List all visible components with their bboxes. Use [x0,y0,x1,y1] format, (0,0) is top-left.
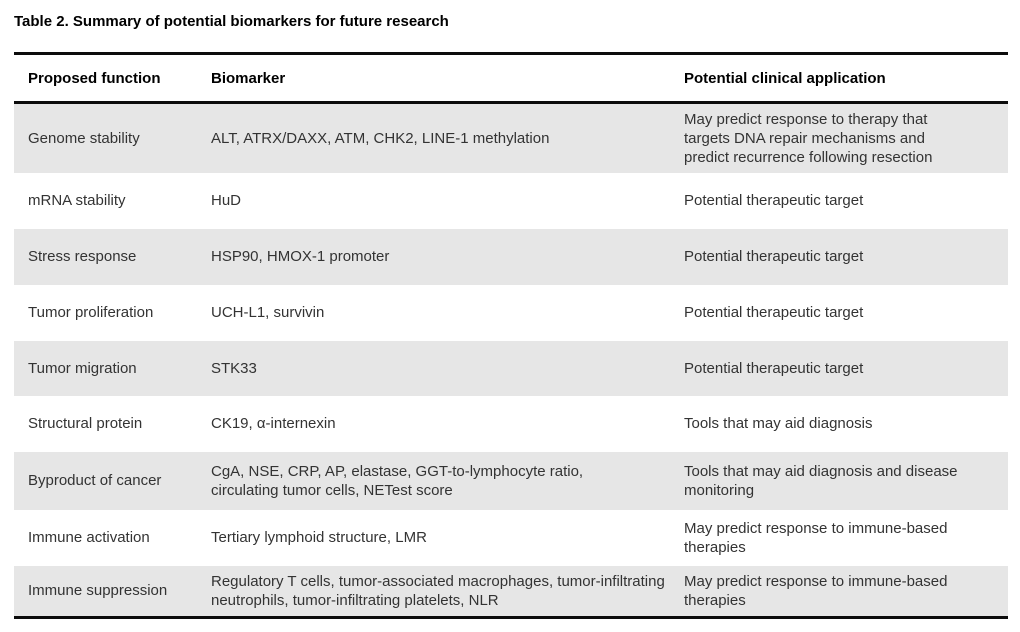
application-cell: Potential therapeutic target [684,248,864,265]
document-page: Table 2. Summary of potential biomarkers… [14,13,1008,619]
function-cell: Structural protein [28,415,143,432]
function-cell: Tumor proliferation [28,304,154,321]
biomarker-cell: CgA, NSE, CRP, AP, elastase, GGT-to-lymp… [211,462,584,499]
table-row-immune-activation: Immune activation Tertiary lymphoid stru… [14,509,1008,566]
table-row-tumor-proliferation: Tumor proliferation UCH-L1, survivin Pot… [14,284,1008,341]
function-cell: Tumor migration [28,359,137,377]
biomarker-cell: STK33 [211,359,257,377]
table-row-mrna-stability: mRNA stability HuD Potential therapeutic… [14,172,1008,229]
table-row-tumor-migration: Tumor migration STK33 Potential therapeu… [14,340,1008,396]
biomarker-cell: HuD [211,192,242,209]
function-cell: Stress response [28,248,137,265]
application-cell: Tools that may aid diagnosis [684,415,873,432]
header-row: Proposed function Biomarker Potential cl… [14,53,1008,104]
biomarker-cell: ALT, ATRX/DAXX, ATM, CHK2, LINE-1 methyl… [211,129,550,147]
application-cell: May predict response to immune-based the… [684,572,948,609]
application-cell: Potential therapeutic target [684,304,864,321]
function-cell: Immune activation [28,529,150,546]
application-cell: May predict response to immune-based the… [684,519,948,556]
col-header-biomarker: Biomarker [211,53,684,104]
col-header-potential-clinical-application: Potential clinical application [684,53,1008,104]
biomarker-cell: Regulatory T cells, tumor-associated mac… [211,572,665,609]
table-row-byproduct-of-cancer: Byproduct of cancer CgA, NSE, CRP, AP, e… [14,451,1008,510]
function-cell: Byproduct of cancer [28,472,162,489]
application-cell: Potential therapeutic target [684,192,864,209]
application-cell: Potential therapeutic target [684,359,864,377]
application-cell: May predict response to therapy that tar… [684,110,933,166]
table-row-stress-response: Stress response HSP90, HMOX-1 promoter P… [14,228,1008,285]
table-row-structural-protein: Structural protein CK19, α-internexin To… [14,395,1008,452]
biomarker-cell: Tertiary lymphoid structure, LMR [211,529,427,546]
function-cell: Genome stability [28,129,140,147]
biomarker-cell: CK19, α-internexin [211,415,336,432]
table-caption: Table 2. Summary of potential biomarkers… [14,13,449,30]
col-header-proposed-function: Proposed function [14,53,211,104]
biomarkers-table: Proposed function Biomarker Potential cl… [14,52,1008,619]
biomarker-cell: UCH-L1, survivin [211,304,325,321]
biomarker-cell: HSP90, HMOX-1 promoter [211,248,390,265]
function-cell: Immune suppression [28,582,168,600]
table-row-immune-suppression: Immune suppression Regulatory T cells, t… [14,565,1008,618]
application-cell: Tools that may aid diagnosis and disease… [684,462,958,499]
function-cell: mRNA stability [28,192,126,209]
table-row-genome-stability: Genome stability ALT, ATRX/DAXX, ATM, CH… [14,102,1008,173]
